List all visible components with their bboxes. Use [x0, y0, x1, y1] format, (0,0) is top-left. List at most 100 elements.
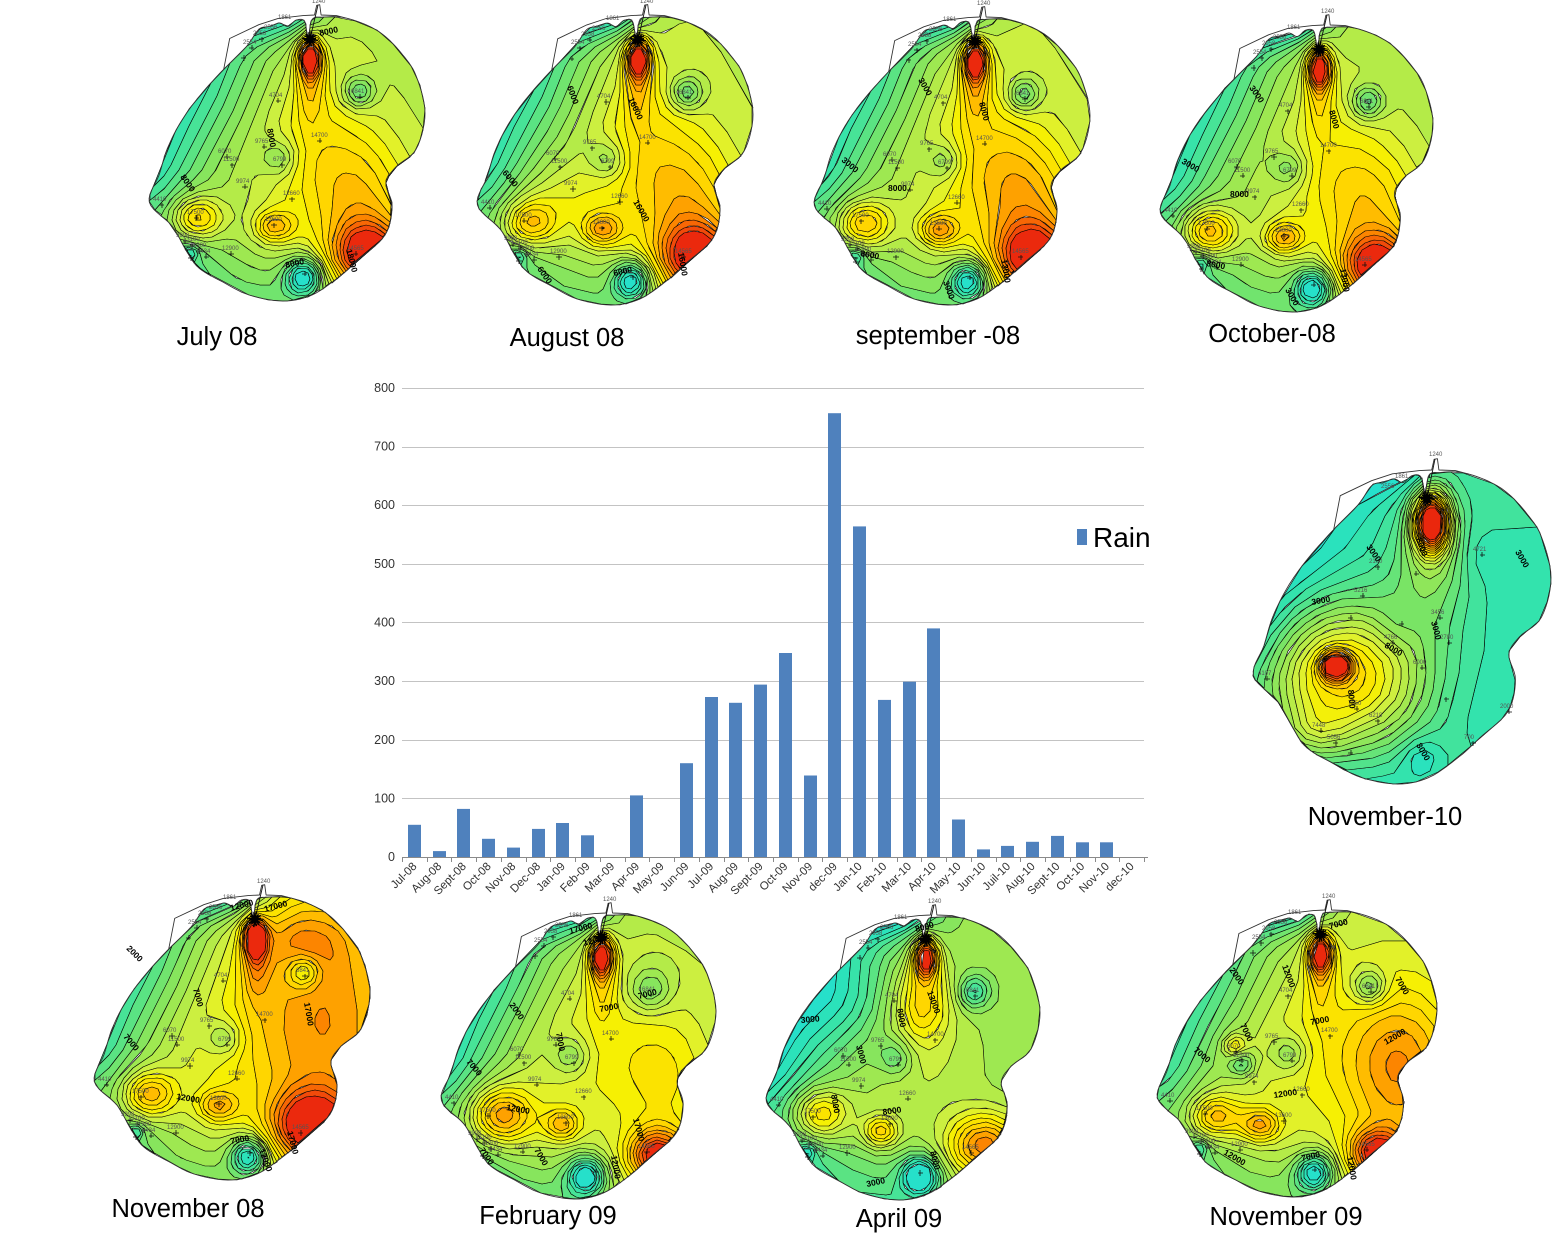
svg-text:12900: 12900 [1231, 1142, 1248, 1148]
svg-text:7000: 7000 [1300, 1149, 1321, 1163]
svg-text:11500: 11500 [223, 157, 240, 163]
svg-text:14565: 14565 [1355, 257, 1372, 263]
svg-text:2554: 2554 [534, 938, 548, 944]
svg-text:6218: 6218 [1369, 713, 1383, 719]
svg-text:14700: 14700 [976, 136, 993, 142]
svg-text:1240: 1240 [928, 899, 942, 905]
svg-text:6070: 6070 [163, 1028, 177, 1034]
svg-text:17500: 17500 [187, 210, 204, 216]
svg-text:7000: 7000 [1310, 1014, 1331, 1027]
svg-text:14700: 14700 [1320, 143, 1337, 149]
svg-text:13100: 13100 [800, 1136, 817, 1142]
svg-text:13600: 13600 [1275, 228, 1292, 234]
svg-text:11900: 11900 [518, 246, 535, 252]
svg-text:2000: 2000 [125, 943, 146, 964]
svg-text:14700: 14700 [1321, 1028, 1338, 1034]
svg-text:Rain: Rain [1093, 522, 1151, 553]
svg-text:11500: 11500 [840, 1057, 857, 1063]
svg-text:9765: 9765 [547, 1037, 561, 1043]
svg-text:13600: 13600 [1275, 1113, 1292, 1119]
svg-text:11500: 11500 [551, 159, 568, 165]
svg-text:13600: 13600 [881, 1116, 898, 1122]
svg-text:14565: 14565 [1358, 1142, 1375, 1148]
svg-text:400: 400 [374, 616, 395, 630]
svg-text:2000: 2000 [1500, 704, 1514, 710]
svg-text:11900: 11900 [135, 1122, 152, 1128]
svg-text:6841: 6841 [1016, 91, 1030, 97]
svg-text:1861: 1861 [1288, 910, 1302, 916]
svg-text:8000: 8000 [1327, 109, 1342, 130]
svg-text:8000: 8000 [895, 1008, 908, 1029]
svg-text:8000: 8000 [1230, 189, 1249, 199]
svg-text:1861: 1861 [1287, 25, 1301, 31]
svg-text:14565: 14565 [292, 1125, 309, 1131]
svg-text:2556: 2556 [209, 905, 223, 911]
svg-text:8434: 8434 [489, 1147, 503, 1153]
svg-text:2556: 2556 [555, 923, 569, 929]
svg-text:12660: 12660 [611, 194, 628, 200]
svg-text:14700: 14700 [311, 133, 328, 139]
svg-text:2556: 2556 [264, 25, 278, 31]
svg-text:9765: 9765 [200, 1018, 214, 1024]
svg-text:11900: 11900 [482, 1141, 499, 1147]
svg-text:1240: 1240 [1322, 894, 1336, 900]
svg-text:1861: 1861 [569, 913, 583, 919]
svg-text:2100: 2100 [1369, 559, 1383, 565]
svg-text:8000: 8000 [284, 256, 305, 270]
svg-text:6799: 6799 [938, 160, 952, 166]
svg-text:17500: 17500 [515, 213, 532, 219]
svg-text:8434: 8434 [525, 252, 539, 258]
svg-text:12000: 12000 [176, 1091, 201, 1105]
svg-text:12660: 12660 [1292, 202, 1309, 208]
svg-text:8000: 8000 [977, 101, 992, 122]
svg-text:2780: 2780 [1440, 635, 1454, 641]
svg-text:13000: 13000 [1338, 268, 1352, 293]
svg-text:6799: 6799 [273, 157, 287, 163]
svg-text:2958: 2958 [1262, 926, 1276, 932]
svg-text:2958: 2958 [918, 33, 932, 39]
svg-text:9998: 9998 [841, 237, 855, 243]
svg-text:8434: 8434 [142, 1128, 156, 1134]
svg-text:12900: 12900 [839, 1145, 856, 1151]
svg-text:6841: 6841 [1362, 984, 1376, 990]
svg-text:13600: 13600 [210, 1096, 227, 1102]
svg-text:17000: 17000 [302, 1002, 316, 1027]
svg-text:17500: 17500 [804, 1109, 821, 1115]
svg-text:4410: 4410 [481, 200, 495, 206]
svg-text:8000: 8000 [888, 183, 907, 193]
svg-text:12660: 12660 [575, 1089, 592, 1095]
svg-text:12900: 12900 [167, 1125, 184, 1131]
svg-text:17500: 17500 [479, 1108, 496, 1114]
svg-text:9974: 9974 [181, 1058, 195, 1064]
svg-text:6799: 6799 [1283, 168, 1297, 174]
svg-text:13100: 13100 [1194, 248, 1211, 254]
svg-text:2958: 2958 [1262, 41, 1276, 47]
svg-text:2556: 2556 [1273, 35, 1287, 41]
svg-text:16000: 16000 [676, 252, 690, 277]
svg-text:12000: 12000 [1345, 1156, 1359, 1181]
svg-text:3000: 3000 [854, 1044, 869, 1065]
svg-text:7000: 7000 [637, 986, 658, 1001]
svg-text:9974: 9974 [528, 1077, 542, 1083]
svg-text:13600: 13600 [593, 220, 610, 226]
svg-text:14700: 14700 [927, 1032, 944, 1038]
svg-text:4410: 4410 [770, 1097, 784, 1103]
svg-text:13100: 13100 [511, 240, 528, 246]
svg-text:9998: 9998 [121, 1112, 135, 1118]
svg-text:5216: 5216 [1354, 588, 1368, 594]
svg-text:6070: 6070 [834, 1048, 848, 1054]
svg-text:8000: 8000 [1206, 258, 1227, 271]
svg-text:14565: 14565 [675, 249, 692, 255]
svg-text:6000: 6000 [612, 264, 633, 278]
svg-text:12660: 12660 [899, 1091, 916, 1097]
svg-text:1240: 1240 [1429, 452, 1443, 458]
svg-text:9765: 9765 [1265, 1034, 1279, 1040]
svg-text:6841: 6841 [1360, 99, 1374, 105]
svg-text:2556: 2556 [1381, 484, 1395, 490]
svg-text:1861: 1861 [223, 895, 237, 901]
svg-text:200: 200 [374, 733, 395, 747]
svg-text:7950: 7950 [1348, 701, 1362, 707]
svg-text:4704: 4704 [597, 94, 611, 100]
svg-text:2556: 2556 [880, 925, 894, 931]
svg-text:14565: 14565 [347, 246, 364, 252]
